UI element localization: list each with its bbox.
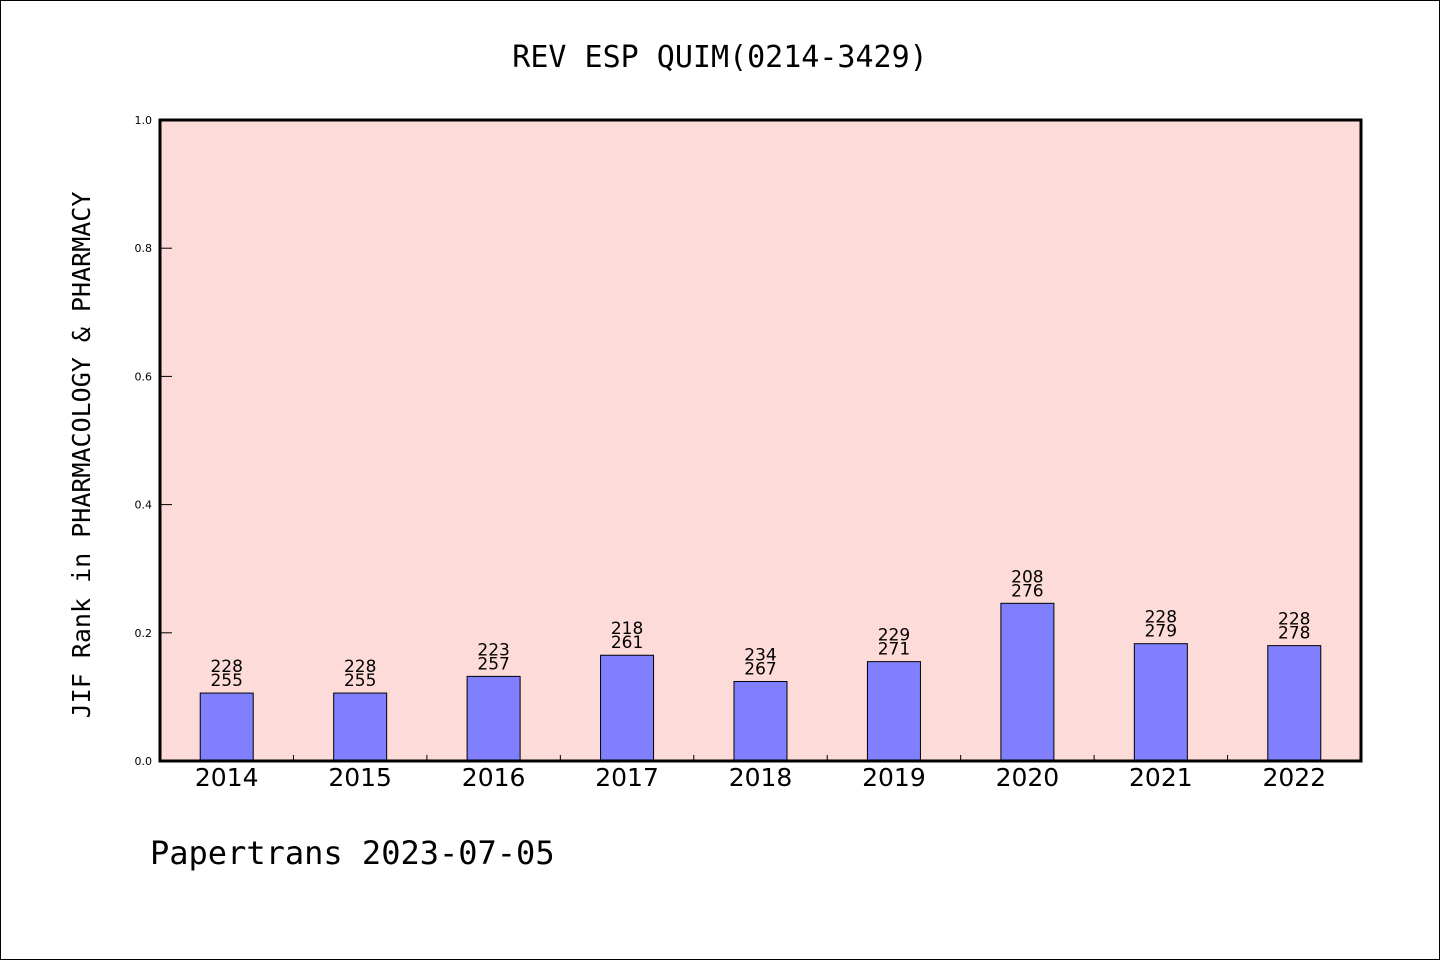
x-tick-label: 2022 [1262,763,1326,792]
bar-2016 [466,675,521,762]
x-tick-label: 2016 [462,763,526,792]
x-tick-label: 2017 [595,763,659,792]
bar-2021 [1133,643,1188,762]
bar-rank-label: 223 [477,640,509,660]
y-tick-label: 1.0 [135,114,153,127]
bar-rank-label: 218 [611,619,643,639]
bars-group [199,602,1322,762]
y-axis-label: JIF Rank in PHARMACOLOGY & PHARMACY [67,192,96,719]
bar-2017 [600,654,655,762]
bar-2015 [333,692,388,762]
x-tick-label: 2018 [729,763,793,792]
bar-rank-label: 229 [878,626,910,646]
bar-total-label: 255 [344,671,376,691]
bar-rank-label: 228 [1145,608,1177,628]
bar-total-label: 255 [210,671,242,691]
bar-total-label: 279 [1145,622,1177,642]
bar-rank-label: 208 [1011,567,1043,587]
plot-border [158,118,1363,763]
bar-2022 [1267,645,1322,762]
y-tick-label: 0.4 [135,499,153,512]
bar-rank-label: 228 [344,657,376,677]
bar-2020 [1000,602,1055,762]
bar-total-label: 261 [611,633,643,653]
x-ticks-group: 2014 2015 2016 2017 2018 2019 2020 2021 2022 [195,755,1326,792]
y-tick-label: 0.0 [135,755,153,768]
bar-total-label: 267 [744,660,776,680]
bar-total-label: 271 [878,640,910,660]
bar-2018 [733,681,788,762]
bar-total-label: 278 [1278,624,1310,644]
y-ticks-group: 0.0 0.2 0.4 0.6 0.8 1.0 [135,114,172,768]
x-tick-label: 2015 [328,763,392,792]
bar-labels-group: 2282552282552232572182612342672292712082… [210,567,1310,691]
chart-title: REV ESP QUIM(0214-3429) [512,40,927,75]
x-tick-label: 2019 [862,763,926,792]
y-tick-label: 0.2 [135,627,153,640]
x-tick-label: 2020 [996,763,1060,792]
x-tick-label: 2014 [195,763,259,792]
x-tick-label: 2021 [1129,763,1193,792]
y-tick-label: 0.6 [135,370,153,383]
bar-2019 [866,661,921,762]
bar-total-label: 276 [1011,581,1043,601]
y-tick-label: 0.8 [135,242,153,255]
bar-2014 [199,692,254,762]
bar-rank-label: 234 [744,646,776,666]
bar-rank-label: 228 [1278,610,1310,630]
watermark-text: Papertrans 2023-07-05 [150,834,555,872]
bar-total-label: 257 [477,654,509,674]
bar-rank-label: 228 [210,657,242,677]
